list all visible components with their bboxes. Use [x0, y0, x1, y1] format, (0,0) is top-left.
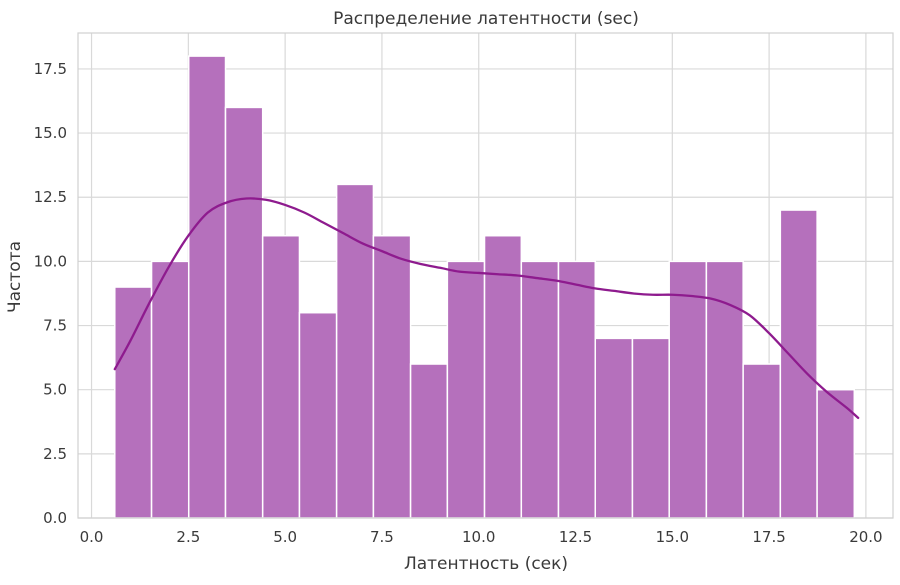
histogram-bar: [483, 234, 523, 519]
histogram-bar: [261, 234, 301, 519]
y-tick-label: 0.0: [43, 509, 67, 527]
histogram-bar: [742, 363, 782, 519]
x-tick-label: 17.5: [752, 528, 785, 546]
x-tick-label: 2.5: [176, 528, 200, 546]
histogram-bar: [150, 260, 190, 519]
histogram-bar: [298, 311, 338, 519]
histogram-bar: [557, 260, 597, 519]
y-tick-label: 10.0: [34, 252, 67, 270]
x-tick-label: 0.0: [80, 528, 104, 546]
histogram-bar: [668, 260, 708, 519]
histogram-bar: [372, 234, 412, 519]
y-tick-labels: 0.0 2.5 5.0 7.5 10.0 12.5 15.0 17.5: [34, 60, 67, 527]
x-tick-label: 10.0: [462, 528, 495, 546]
histogram-bar: [114, 286, 153, 519]
x-tick-label: 12.5: [559, 528, 592, 546]
y-tick-label: 17.5: [34, 60, 67, 78]
chart-title: Распределение латентности (sec): [333, 9, 639, 29]
y-tick-label: 7.5: [43, 317, 67, 335]
histogram-bar: [705, 260, 744, 519]
y-tick-label: 12.5: [34, 188, 67, 206]
x-tick-label: 7.5: [370, 528, 394, 546]
y-tick-label: 5.0: [43, 381, 67, 399]
x-axis-title: Латентность (сек): [404, 554, 568, 574]
y-axis-title: Частота: [5, 241, 25, 313]
y-tick-label: 15.0: [34, 124, 67, 142]
kde-curve: [113, 197, 860, 420]
histogram-bar: [631, 337, 670, 519]
histogram-bar: [187, 55, 227, 519]
x-tick-label: 15.0: [656, 528, 689, 546]
histogram-bar: [409, 363, 449, 519]
histogram-bar: [335, 183, 375, 519]
histogram-bar: [520, 260, 560, 519]
x-tick-label: 5.0: [273, 528, 297, 546]
x-tick-labels: 0.0 2.5 5.0 7.5 10.0 12.5 15.0 17.5 20.0: [80, 528, 883, 546]
histogram-bar: [224, 106, 264, 519]
kde-layer: [113, 197, 860, 420]
plot-frame: [77, 32, 894, 519]
x-tick-label: 20.0: [849, 528, 882, 546]
histogram-bar: [594, 337, 634, 519]
y-tick-label: 2.5: [43, 445, 67, 463]
histogram-bar: [446, 260, 486, 519]
histogram-bar: [816, 388, 856, 519]
bar-layer: [114, 55, 856, 519]
